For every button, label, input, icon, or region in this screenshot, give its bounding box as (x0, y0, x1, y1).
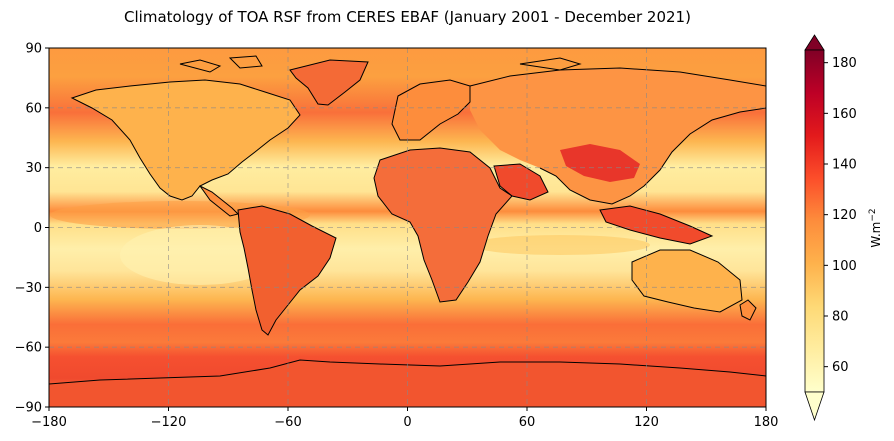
coast-maritime (599, 205, 714, 245)
x-tick-label: −60 (274, 415, 301, 430)
y-tick-label: −30 (15, 281, 42, 296)
africa (374, 148, 512, 302)
y-tick-label: −60 (15, 341, 42, 356)
coast-africa (373, 147, 513, 303)
colorbar-tick-label: 180 (832, 56, 857, 71)
y-tick-label: 0 (34, 221, 42, 236)
y-axis: 90 60 30 0 −30 −60 −90 (15, 42, 49, 416)
y-tick-label: 30 (25, 161, 42, 176)
coast-new-zealand (739, 299, 757, 321)
colorbar-extend-max (804, 34, 825, 51)
x-tick-label: −180 (31, 415, 67, 430)
coast-australia (631, 249, 743, 313)
y-tick-label: 90 (25, 42, 42, 57)
coast-arabia (493, 163, 549, 201)
colorbar: 60 80 100 120 140 160 180 W.m−2 (804, 34, 883, 422)
europe (392, 80, 470, 140)
colorbar-tick-label: 140 (832, 158, 857, 173)
tibet-plateau (560, 144, 640, 182)
australia (632, 250, 742, 312)
colorbar-tick-label: 120 (832, 208, 857, 223)
x-tick-label: 60 (519, 415, 536, 430)
x-axis: −180 −120 −60 0 60 120 180 (31, 407, 778, 430)
colorbar-tick-label: 60 (832, 360, 849, 375)
y-tick-label: −90 (15, 401, 42, 416)
colorbar-extend-min (804, 391, 825, 422)
maritime-continent (600, 206, 712, 244)
x-tick-label: 180 (754, 415, 779, 430)
coast-south-america (237, 205, 337, 336)
coast-asia (469, 67, 766, 205)
y-tick-label: 60 (25, 101, 42, 116)
colorbar-body (804, 49, 825, 393)
south-america (238, 206, 336, 335)
colorbar-ticks: 60 80 100 120 140 160 180 (824, 56, 857, 375)
colorbar-label-base: W.m (869, 222, 883, 248)
coast-north-america (70, 79, 301, 217)
colorbar-label: W.m−2 (868, 208, 883, 247)
x-tick-label: 0 (403, 415, 411, 430)
colorbar-tick-label: 160 (832, 107, 857, 122)
x-tick-label: 120 (634, 415, 659, 430)
gridlines (49, 48, 766, 407)
coast-arctic-islands (179, 55, 582, 73)
coastlines (49, 55, 766, 385)
chart-title: Climatology of TOA RSF from CERES EBAF (… (124, 8, 691, 26)
colorbar-label-superscript: −2 (868, 208, 878, 221)
north-america (72, 80, 300, 200)
coast-antarctica (49, 359, 766, 385)
greenland (290, 60, 368, 105)
coast-europe (391, 79, 471, 141)
land-fill (49, 60, 766, 407)
colorbar-tick-label: 80 (832, 310, 849, 325)
coast-greenland (289, 59, 369, 106)
colorbar-tick-label: 100 (832, 259, 857, 274)
central-america (200, 186, 238, 216)
x-tick-label: −120 (151, 415, 187, 430)
